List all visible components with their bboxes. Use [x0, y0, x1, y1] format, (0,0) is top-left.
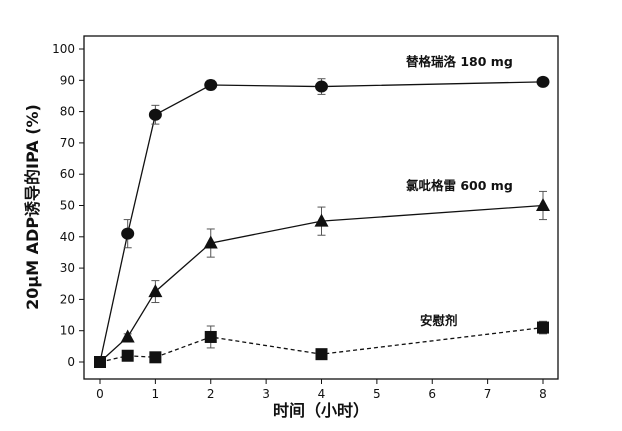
y-tick-label: 20	[60, 292, 75, 306]
y-tick-label: 70	[60, 136, 75, 150]
square-point-marker	[121, 349, 134, 362]
triangle-point-marker	[120, 329, 135, 343]
series-label-clopidogrel: 氯吡格雷 600 mg	[406, 178, 513, 193]
data-series	[94, 75, 550, 368]
square-point-marker	[537, 321, 549, 334]
y-tick-label: 30	[60, 261, 75, 275]
circle-point-marker	[315, 80, 328, 93]
series-label-placebo: 安慰剂	[420, 313, 458, 328]
square-point-marker	[204, 330, 217, 343]
x-tick-label: 0	[96, 387, 104, 401]
y-tick-label: 60	[60, 167, 75, 181]
x-tick-label: 1	[152, 387, 160, 401]
triangle-point-marker	[148, 284, 163, 298]
series-line	[99, 81, 544, 363]
triangle-point-marker	[536, 198, 550, 211]
x-tick-label: 7	[484, 387, 492, 401]
square-point-marker	[149, 351, 162, 364]
triangle-point-marker	[314, 213, 329, 227]
series-label-ticagrelor: 替格瑞洛 180 mg	[406, 54, 513, 69]
y-tick-label: 80	[60, 105, 75, 119]
x-tick-label: 6	[428, 387, 436, 401]
x-axis-title: 时间（小时）	[273, 401, 369, 420]
y-tick-label: 0	[67, 355, 75, 369]
x-tick-label: 2	[207, 387, 215, 401]
y-tick-label: 100	[52, 42, 75, 56]
square-point-marker	[315, 348, 328, 361]
circle-point-marker	[148, 108, 162, 121]
series-square	[94, 320, 549, 368]
triangle-point-marker	[203, 235, 218, 249]
series-triangle	[94, 190, 550, 368]
origin-point-marker	[94, 356, 106, 368]
y-tick-label: 90	[60, 73, 75, 87]
x-tick-label: 5	[373, 387, 381, 401]
circle-point-marker	[204, 78, 218, 91]
circle-point-marker	[121, 227, 135, 240]
x-tick-label: 4	[318, 387, 326, 401]
series-labels: 替格瑞洛 180 mg 氯吡格雷 600 mg 安慰剂	[406, 54, 513, 328]
circle-point-marker	[536, 75, 550, 88]
y-axis-title: 20μM ADP诱导的IPA (%)	[23, 104, 42, 310]
y-tick-label: 10	[60, 324, 75, 338]
x-tick-label: 8	[539, 387, 547, 401]
y-tick-label: 50	[60, 199, 75, 213]
y-tick-label: 40	[60, 230, 75, 244]
x-tick-label: 3	[262, 387, 270, 401]
